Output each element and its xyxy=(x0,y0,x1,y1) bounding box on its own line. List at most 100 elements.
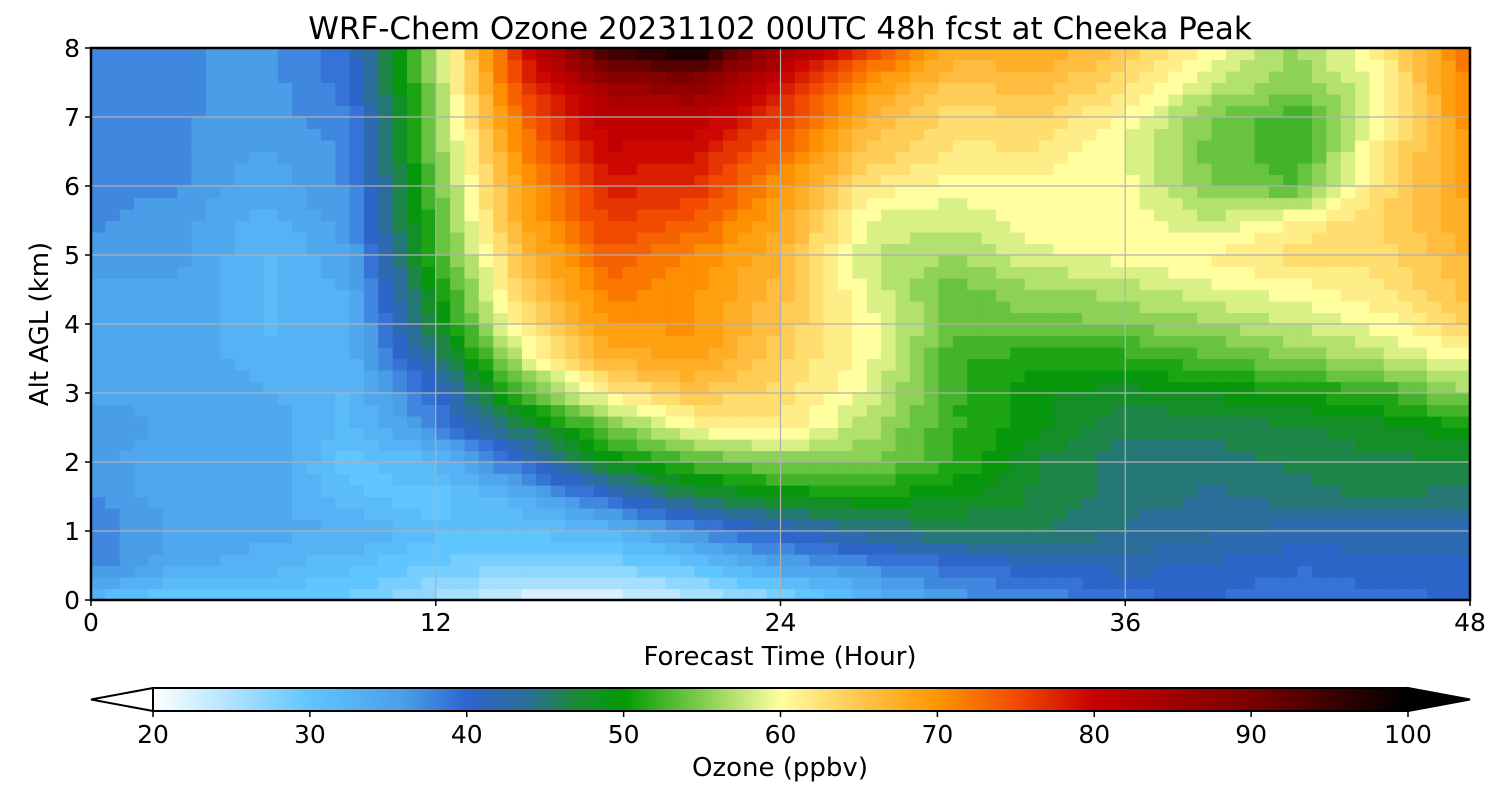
contour-cell xyxy=(1139,335,1155,348)
contour-cell xyxy=(1297,82,1313,95)
contour-cell xyxy=(766,266,782,279)
contour-cell xyxy=(565,59,580,72)
contour-cell xyxy=(1326,450,1342,463)
contour-cell xyxy=(1355,128,1371,141)
contour-cell xyxy=(292,347,308,360)
contour-cell xyxy=(349,542,365,555)
contour-cell xyxy=(1125,358,1141,371)
contour-cell xyxy=(881,197,897,210)
contour-cell xyxy=(148,197,164,210)
contour-cell xyxy=(1340,554,1356,567)
contour-cell xyxy=(723,243,738,256)
contour-cell xyxy=(1283,439,1299,452)
contour-cell xyxy=(91,416,106,429)
contour-cell xyxy=(909,117,925,130)
contour-cell xyxy=(1039,542,1055,555)
contour-cell xyxy=(952,439,968,452)
contour-cell xyxy=(1139,232,1155,245)
contour-cell xyxy=(105,427,121,440)
contour-cell xyxy=(622,117,638,130)
contour-cell xyxy=(464,404,480,417)
contour-cell xyxy=(909,577,925,590)
contour-cell xyxy=(320,347,336,360)
contour-cell xyxy=(220,232,236,245)
contour-cell xyxy=(1340,404,1356,417)
contour-cell xyxy=(723,427,738,440)
contour-cell xyxy=(1369,508,1385,521)
contour-cell xyxy=(1268,289,1284,302)
contour-cell xyxy=(392,588,408,600)
contour-cell xyxy=(1326,577,1342,590)
contour-cell xyxy=(1053,508,1069,521)
contour-cell xyxy=(306,48,322,61)
contour-cell xyxy=(1053,542,1069,555)
contour-cell xyxy=(493,301,509,314)
contour-cell xyxy=(407,278,422,291)
contour-cell xyxy=(1067,347,1083,360)
contour-cell xyxy=(751,48,767,61)
contour-cell xyxy=(952,289,968,302)
contour-cell xyxy=(665,82,681,95)
contour-cell xyxy=(1168,462,1184,475)
contour-cell xyxy=(349,128,365,141)
contour-cell xyxy=(1225,82,1241,95)
contour-cell xyxy=(881,416,897,429)
contour-cell xyxy=(263,243,279,256)
contour-cell xyxy=(579,174,595,187)
contour-cell xyxy=(1283,577,1299,590)
contour-cell xyxy=(665,209,681,222)
contour-cell xyxy=(924,347,940,360)
contour-cell xyxy=(1096,186,1112,199)
contour-cell xyxy=(205,59,221,72)
contour-cell xyxy=(177,381,193,394)
contour-cell xyxy=(1139,266,1155,279)
contour-cell xyxy=(277,301,293,314)
contour-cell xyxy=(1326,186,1342,199)
contour-cell xyxy=(1311,128,1327,141)
contour-cell xyxy=(1455,232,1470,245)
contour-cell xyxy=(708,186,724,199)
contour-cell xyxy=(292,531,308,544)
contour-cell xyxy=(780,473,796,486)
contour-cell xyxy=(665,416,681,429)
contour-cell xyxy=(263,163,279,176)
contour-cell xyxy=(823,577,839,590)
contour-cell xyxy=(407,542,422,555)
contour-cell xyxy=(665,117,681,130)
contour-cell xyxy=(1355,427,1371,440)
contour-cell xyxy=(1355,577,1371,590)
contour-cell xyxy=(421,71,437,84)
contour-cell xyxy=(550,508,566,521)
contour-cell xyxy=(407,117,422,130)
contour-cell xyxy=(1441,105,1457,118)
contour-cell xyxy=(421,140,437,153)
contour-cell xyxy=(378,565,394,578)
contour-cell xyxy=(866,174,882,187)
contour-cell xyxy=(1283,48,1299,61)
contour-cell xyxy=(909,485,925,498)
contour-cell xyxy=(478,266,494,279)
contour-cell xyxy=(220,71,236,84)
contour-cell xyxy=(464,324,480,337)
contour-cell xyxy=(249,105,264,118)
contour-cell xyxy=(521,519,537,532)
contour-cell xyxy=(866,266,882,279)
contour-cell xyxy=(1225,473,1241,486)
contour-cell xyxy=(1426,71,1442,84)
contour-cell xyxy=(1225,427,1241,440)
contour-cell xyxy=(1225,243,1241,256)
contour-cell xyxy=(1067,186,1083,199)
contour-cell xyxy=(263,485,279,498)
contour-cell xyxy=(521,393,537,406)
contour-cell xyxy=(909,209,925,222)
contour-cell xyxy=(134,128,150,141)
contour-cell xyxy=(895,232,911,245)
contour-cell xyxy=(1211,48,1227,61)
contour-cell xyxy=(895,289,911,302)
contour-cell xyxy=(579,117,595,130)
contour-cell xyxy=(837,243,853,256)
contour-cell xyxy=(924,186,940,199)
contour-cell xyxy=(205,151,221,164)
y-tick-label: 3 xyxy=(64,379,80,408)
contour-cell xyxy=(1268,335,1284,348)
